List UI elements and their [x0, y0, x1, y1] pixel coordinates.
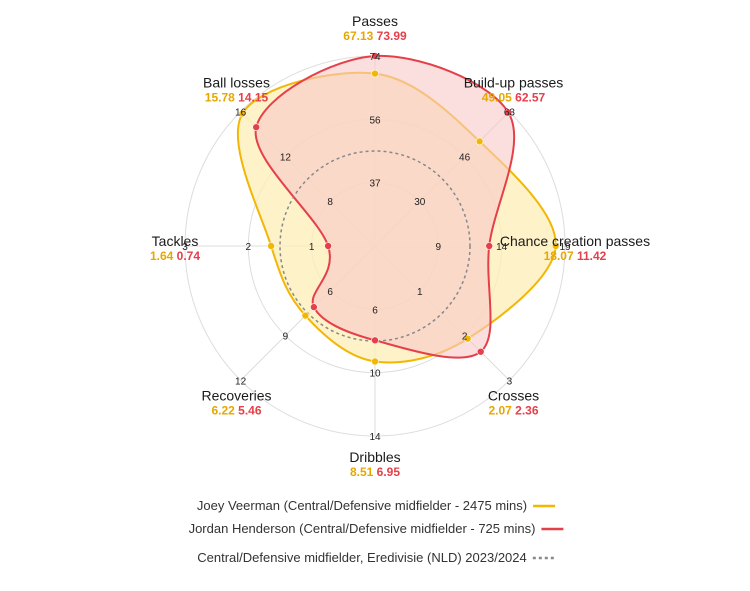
axis-label: Recoveries: [201, 388, 271, 404]
value-2: 73.99: [373, 29, 407, 43]
axis-value-label: 49.05 62.57: [482, 91, 546, 105]
value-1: 67.13: [343, 29, 373, 43]
tick-label: 14: [369, 432, 381, 443]
data-point: [310, 303, 318, 311]
value-1: 49.05: [482, 91, 512, 105]
tick-label: 12: [280, 152, 292, 163]
value-1: 15.78: [205, 91, 235, 105]
tick-label: 3: [182, 242, 188, 253]
value-1: 8.51: [350, 465, 374, 479]
value-2: 2.36: [512, 404, 539, 418]
value-2: 11.42: [574, 249, 607, 263]
data-point: [371, 336, 379, 345]
value-2: 6.95: [373, 465, 400, 479]
data-point: [371, 357, 379, 366]
tick-label: 19: [559, 242, 571, 253]
tick-label: 2: [246, 242, 252, 253]
tick-label: 56: [369, 115, 381, 126]
legend-label-1: Joey Veerman (Central/Defensive midfield…: [197, 498, 527, 513]
value-1: 6.22: [211, 404, 235, 418]
tick-label: 3: [507, 376, 513, 387]
tick-label: 30: [414, 197, 426, 208]
data-point: [267, 242, 275, 250]
tick-label: 12: [235, 376, 247, 387]
axis-value-label: 1.64 0.74: [150, 249, 200, 263]
data-point: [371, 69, 379, 78]
data-point: [475, 137, 484, 146]
value-2: 5.46: [235, 404, 262, 418]
value-2: 62.57: [512, 91, 546, 105]
data-point: [551, 242, 560, 250]
axis-label: Dribbles: [349, 449, 400, 465]
value-1: 1.64: [150, 249, 174, 263]
value-2: 0.74: [173, 249, 200, 263]
data-point: [371, 52, 379, 60]
axis-label: Build-up passes: [464, 75, 564, 91]
axis-label: Chance creation passes: [500, 233, 650, 249]
tick-label: 1: [309, 242, 315, 253]
tick-label: 14: [496, 242, 508, 253]
tick-label: 1: [417, 287, 423, 298]
data-point: [324, 242, 332, 250]
tick-label: 2: [462, 332, 468, 343]
axis-value-label: 15.78 14.15: [205, 91, 269, 105]
data-point: [301, 311, 310, 320]
tick-label: 16: [235, 108, 247, 119]
tick-label: 9: [283, 332, 289, 343]
legend-label-3: Central/Defensive midfielder, Eredivisie…: [197, 550, 527, 565]
data-point: [504, 108, 513, 117]
tick-label: 6: [372, 305, 378, 316]
tick-label: 10: [369, 369, 381, 380]
data-point: [476, 347, 485, 356]
tick-label: 8: [327, 197, 333, 208]
axis-label: Crosses: [488, 388, 539, 404]
data-point: [485, 242, 494, 250]
axis-value-label: 67.13 73.99: [343, 29, 407, 43]
tick-label: 37: [369, 179, 381, 190]
tick-label: 46: [459, 152, 471, 163]
data-point: [252, 123, 261, 131]
data-point: [238, 109, 247, 118]
axis-label: Passes: [352, 13, 398, 29]
tick-label: 9: [436, 242, 442, 253]
value-1: 18.07: [544, 249, 574, 263]
axis-value-label: 18.07 11.42: [544, 249, 607, 263]
tick-label: 63: [504, 108, 516, 119]
axis-value-label: 6.22 5.46: [211, 404, 261, 418]
data-point: [463, 334, 472, 343]
reference-ring: [279, 150, 471, 342]
value-2: 14.15: [235, 91, 269, 105]
axis-label: Ball losses: [203, 75, 270, 91]
legend-label-2: Jordan Henderson (Central/Defensive midf…: [189, 521, 536, 536]
value-1: 2.07: [488, 404, 512, 418]
axis-label: Tackles: [152, 233, 199, 249]
axis-value-label: 2.07 2.36: [488, 404, 538, 418]
axis-value-label: 8.51 6.95: [350, 465, 400, 479]
tick-label: 6: [327, 287, 333, 298]
tick-label: 74: [369, 52, 381, 63]
